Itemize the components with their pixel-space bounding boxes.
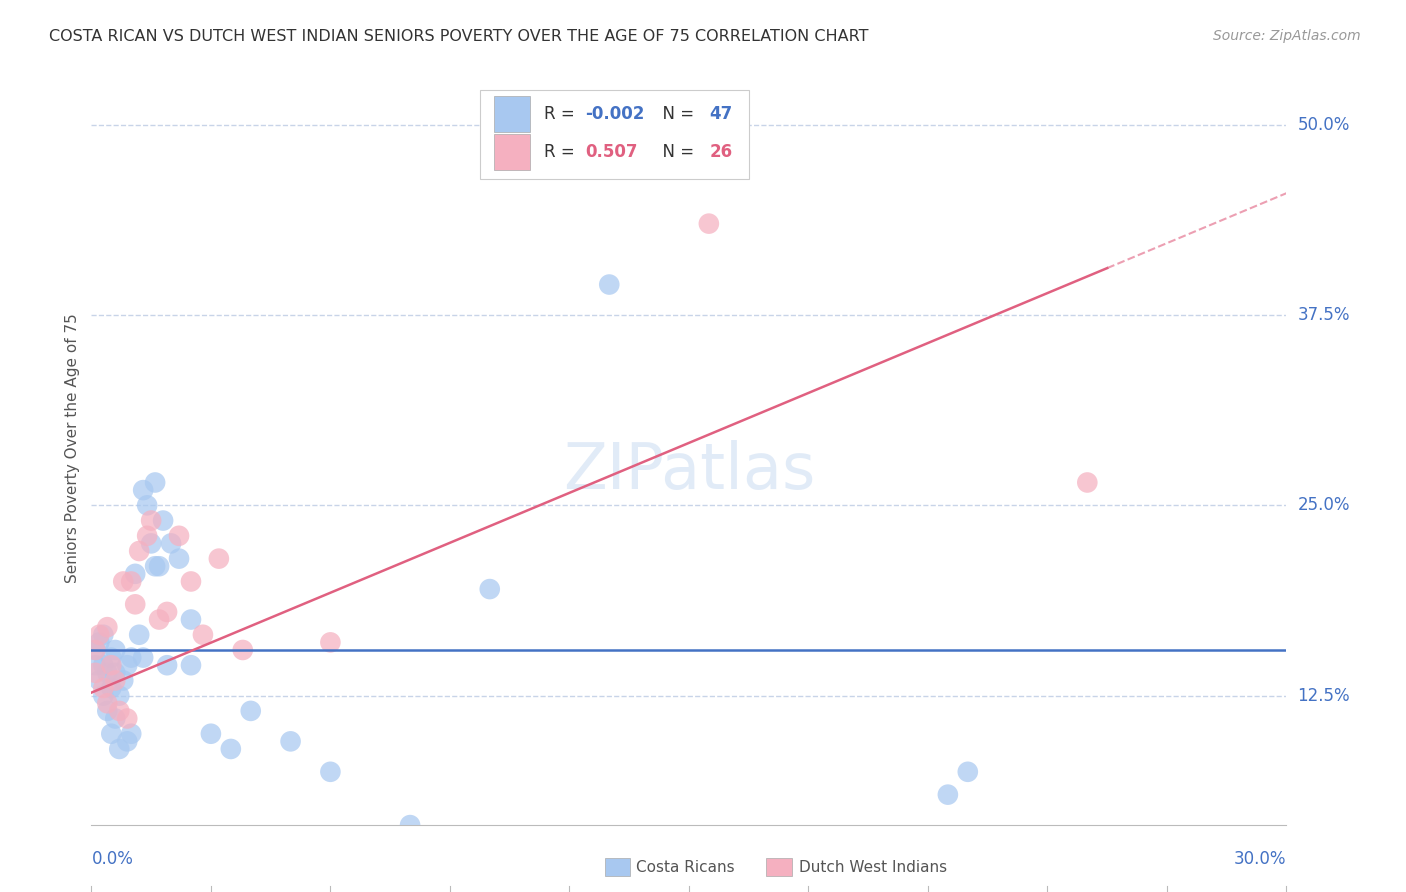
Point bbox=[93, 689, 115, 703]
Point bbox=[160, 536, 183, 550]
Point bbox=[120, 574, 142, 589]
Point bbox=[141, 514, 162, 528]
Text: Source: ZipAtlas.com: Source: ZipAtlas.com bbox=[1213, 29, 1361, 43]
Point bbox=[89, 628, 111, 642]
Point bbox=[136, 499, 159, 513]
Point bbox=[156, 605, 179, 619]
Point bbox=[120, 727, 142, 741]
Point bbox=[128, 544, 150, 558]
Point bbox=[167, 551, 190, 566]
Point bbox=[128, 628, 150, 642]
Text: 47: 47 bbox=[709, 105, 733, 123]
Point bbox=[132, 650, 155, 665]
Point bbox=[84, 643, 107, 657]
Point bbox=[104, 712, 127, 726]
Point bbox=[167, 529, 190, 543]
Point bbox=[152, 514, 174, 528]
Point bbox=[156, 658, 179, 673]
Point bbox=[89, 673, 111, 688]
Point bbox=[108, 689, 131, 703]
Point bbox=[598, 277, 620, 292]
Text: COSTA RICAN VS DUTCH WEST INDIAN SENIORS POVERTY OVER THE AGE OF 75 CORRELATION : COSTA RICAN VS DUTCH WEST INDIAN SENIORS… bbox=[49, 29, 869, 44]
Text: Dutch West Indians: Dutch West Indians bbox=[799, 860, 946, 874]
Point bbox=[100, 650, 122, 665]
Text: 50.0%: 50.0% bbox=[1298, 116, 1350, 134]
Text: 37.5%: 37.5% bbox=[1298, 306, 1350, 324]
Point bbox=[100, 658, 122, 673]
Point bbox=[115, 734, 138, 748]
Point bbox=[124, 597, 146, 611]
Point bbox=[120, 650, 142, 665]
Text: 0.0%: 0.0% bbox=[91, 850, 134, 868]
Text: 30.0%: 30.0% bbox=[1234, 850, 1286, 868]
Bar bbox=[494, 96, 530, 132]
Point bbox=[84, 658, 107, 673]
Point bbox=[104, 673, 127, 688]
Point bbox=[136, 529, 159, 543]
Point bbox=[956, 764, 979, 779]
Point bbox=[115, 658, 138, 673]
Point bbox=[132, 483, 155, 497]
Point bbox=[115, 712, 138, 726]
Point bbox=[141, 536, 162, 550]
Point bbox=[104, 643, 127, 657]
Text: R =: R = bbox=[544, 143, 581, 161]
Point bbox=[399, 818, 422, 832]
FancyBboxPatch shape bbox=[479, 90, 748, 179]
Point bbox=[93, 658, 115, 673]
Point bbox=[112, 574, 135, 589]
Point bbox=[96, 696, 118, 710]
Point bbox=[124, 566, 146, 581]
Point bbox=[108, 704, 131, 718]
Point bbox=[96, 704, 118, 718]
Point bbox=[143, 475, 166, 490]
Point bbox=[84, 643, 107, 657]
Text: Costa Ricans: Costa Ricans bbox=[636, 860, 734, 874]
Point bbox=[96, 665, 118, 680]
Point bbox=[208, 551, 231, 566]
Text: 12.5%: 12.5% bbox=[1298, 687, 1350, 705]
Text: R =: R = bbox=[544, 105, 581, 123]
Point bbox=[232, 643, 254, 657]
Bar bbox=[494, 134, 530, 170]
Point bbox=[180, 658, 202, 673]
Point bbox=[108, 742, 131, 756]
Point bbox=[180, 574, 202, 589]
Point bbox=[100, 681, 122, 695]
Text: N =: N = bbox=[652, 143, 699, 161]
Point bbox=[319, 635, 342, 649]
Point bbox=[89, 635, 111, 649]
Point bbox=[180, 613, 202, 627]
Point bbox=[239, 704, 262, 718]
Y-axis label: Seniors Poverty Over the Age of 75: Seniors Poverty Over the Age of 75 bbox=[65, 313, 80, 583]
Point bbox=[936, 788, 959, 802]
Point bbox=[148, 613, 170, 627]
Text: ZIPatlas: ZIPatlas bbox=[562, 440, 815, 502]
Point bbox=[478, 582, 501, 596]
Point bbox=[100, 727, 122, 741]
Text: 0.507: 0.507 bbox=[585, 143, 637, 161]
Point bbox=[319, 764, 342, 779]
Point bbox=[1076, 475, 1098, 490]
Point bbox=[112, 673, 135, 688]
Point bbox=[96, 620, 118, 634]
Point bbox=[143, 559, 166, 574]
Text: 25.0%: 25.0% bbox=[1298, 496, 1350, 515]
Point bbox=[191, 628, 214, 642]
Point bbox=[280, 734, 302, 748]
Point bbox=[219, 742, 242, 756]
Point bbox=[93, 628, 115, 642]
Point bbox=[200, 727, 222, 741]
Point bbox=[148, 559, 170, 574]
Point bbox=[697, 217, 720, 231]
Point bbox=[104, 665, 127, 680]
Point bbox=[93, 681, 115, 695]
Text: 26: 26 bbox=[709, 143, 733, 161]
Point bbox=[84, 665, 107, 680]
Text: -0.002: -0.002 bbox=[585, 105, 644, 123]
Text: N =: N = bbox=[652, 105, 699, 123]
